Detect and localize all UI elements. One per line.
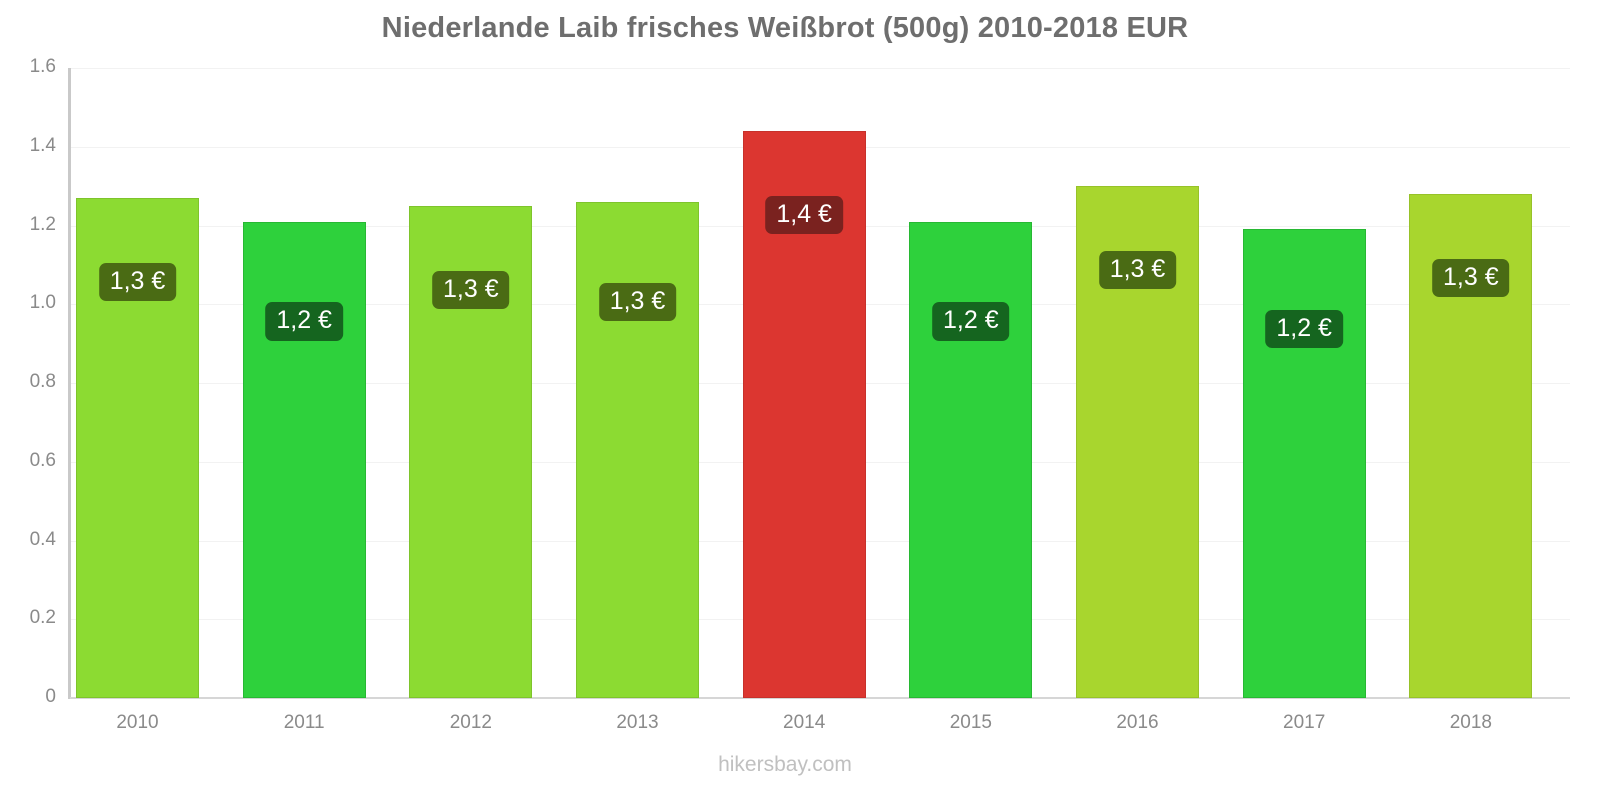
bar-2014[interactable]: 1,4 € xyxy=(742,131,866,698)
x-axis-line xyxy=(70,697,1570,699)
x-axis-tick-label: 2018 xyxy=(1449,712,1492,733)
bar-value-label: 1,3 € xyxy=(1432,258,1510,297)
y-axis-tick-label: 1.0 xyxy=(29,292,56,314)
y-axis-tick-label: 0.2 xyxy=(29,607,56,629)
bar-2017[interactable]: 1,2 € xyxy=(1242,229,1366,698)
bar-value-label: 1,3 € xyxy=(432,270,510,309)
bar-2018[interactable]: 1,3 € xyxy=(1409,194,1533,698)
x-axis-tick-label: 2014 xyxy=(783,712,826,733)
x-axis-tick-label: 2016 xyxy=(1116,712,1159,733)
y-axis-tick-label: 0.6 xyxy=(29,449,56,471)
y-axis-tick-label: 1.6 xyxy=(29,56,56,77)
chart-title: Niederlande Laib frisches Weißbrot (500g… xyxy=(381,12,1189,44)
y-axis-tick-label: 1.4 xyxy=(29,134,56,156)
bar-2012[interactable]: 1,3 € xyxy=(409,205,533,698)
x-axis-tick-label: 2015 xyxy=(949,712,992,733)
plot-area: 1,3 € 1,2 € 1,3 € 1,3 € 1,4 € 1,2 € 1,3 € 1,2 €… xyxy=(70,68,1570,698)
bar-2016[interactable]: 1,3 € xyxy=(1076,186,1199,698)
bar-value-label: 1,3 € xyxy=(598,282,677,321)
x-axis-tick-label: 2010 xyxy=(116,712,159,733)
y-axis-tick-label: 1.2 xyxy=(29,213,56,235)
x-axis-tick-label: 2013 xyxy=(616,712,659,733)
bar-value-label: 1,4 € xyxy=(765,195,843,234)
x-axis-tick-label: 2012 xyxy=(449,712,492,733)
bar-2013[interactable]: 1,3 € xyxy=(576,201,699,698)
bar-value-label: 1,3 € xyxy=(1098,250,1177,290)
footer-watermark: hikersbay.com xyxy=(718,753,852,776)
bar-value-label: 1,2 € xyxy=(1265,310,1343,349)
y-axis-line xyxy=(68,68,71,699)
bar-value-label: 1,2 € xyxy=(932,302,1010,341)
bar-value-label: 1,3 € xyxy=(98,262,177,301)
x-axis-tick-label: 2017 xyxy=(1283,712,1326,733)
y-axis-tick-label: 0.8 xyxy=(29,371,56,392)
bar-2010[interactable]: 1,3 € xyxy=(76,197,199,698)
bar-2015[interactable]: 1,2 € xyxy=(909,221,1033,698)
y-axis-tick-label: 0 xyxy=(45,686,56,707)
y-axis-tick-label: 0.4 xyxy=(29,528,56,550)
x-axis-tick-label: 2011 xyxy=(283,712,325,733)
gridline xyxy=(70,68,1570,69)
bar-value-label: 1,2 € xyxy=(265,302,343,341)
bar-2011[interactable]: 1,2 € xyxy=(242,221,366,698)
